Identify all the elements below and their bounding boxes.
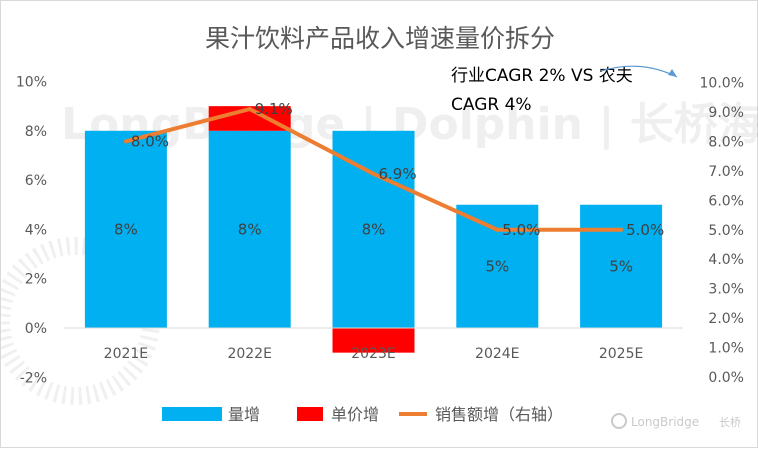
right-tick-label: 8.0% [708,134,744,150]
bar-value-label: 5% [609,257,633,275]
left-tick-label: -2% [20,370,47,386]
brand-logo: LongBridge 长桥 [611,413,741,429]
bar-value-label: 8% [114,220,138,238]
left-tick-label: 4% [25,222,47,238]
legend-label-price: 单价增 [331,405,379,424]
left-axis: -2% 0% 2% 4% 6% 8% 10% [16,75,47,387]
bar-volume [580,204,663,328]
sales-growth-point [495,227,500,232]
right-tick-label: 2.0% [708,311,744,327]
bar-value-label: 8% [362,220,386,238]
legend-label-volume: 量增 [228,405,260,424]
annotation: 行业CAGR 2% VS 农夫 CAGR 4% [451,65,678,115]
legend: 量增 单价增 销售额增（右轴） [162,405,563,424]
bar-value-label: 5% [485,257,509,275]
bar-volume [456,204,539,328]
line-value-label: 5.0% [626,221,664,239]
right-tick-label: 5.0% [708,223,744,239]
annotation-line-2: CAGR 4% [451,95,532,115]
brand-icon [611,413,627,429]
right-tick-label: 4.0% [708,252,744,268]
bar-volume [208,130,291,328]
bar-value-label: 8% [238,220,262,238]
left-tick-label: 8% [25,124,47,140]
brand-name: LongBridge [631,415,699,429]
x-tick-label: 2024E [475,346,519,362]
x-axis-labels: 2021E 2022E 2023E 2024E 2025E [104,346,644,362]
legend-swatch-price [297,407,323,421]
right-tick-label: 6.0% [708,193,744,209]
legend-swatch-volume [162,407,222,421]
chart-title: 果汁饮料产品收入增速量价拆分 [205,24,555,53]
sales-growth-point [619,227,624,232]
right-axis: 0.0% 1.0% 2.0% 3.0% 4.0% 5.0% 6.0% 7.0% 8.0% 9.0%… [700,76,744,387]
sales-growth-point [371,171,376,176]
bar-volume [332,130,415,328]
sales-growth-point [123,139,128,144]
right-tick-label: 0.0% [708,370,744,386]
line-value-label: 6.9% [379,165,417,183]
line-value-label: 8.0% [131,132,169,150]
sales-growth-point [247,107,252,112]
right-tick-label: 10.0% [700,76,744,92]
x-tick-label: 2021E [104,346,148,362]
data-labels: 8% 8% 8% 5% 5% 8.0% 9.1% 6.9% 5.0% 5.0% [114,100,664,275]
right-tick-label: 3.0% [708,282,744,298]
annotation-line-1: 行业CAGR 2% VS 农夫 [451,66,633,86]
bar-volume [84,130,167,328]
line-value-label: 5.0% [502,221,540,239]
right-tick-label: 1.0% [708,341,744,357]
x-tick-label: 2022E [227,346,271,362]
left-tick-label: 10% [16,75,47,91]
x-tick-label: 2023E [351,346,395,362]
legend-label-sales: 销售额增（右轴） [435,405,563,424]
right-tick-label: 9.0% [708,105,744,121]
annotation-arrow-head [668,69,677,77]
right-tick-label: 7.0% [708,164,744,180]
left-tick-label: 2% [25,272,47,288]
left-tick-label: 0% [25,321,47,337]
brand-suffix: 长桥 [719,416,741,429]
bars [84,106,663,353]
line-series [123,107,624,232]
left-tick-label: 6% [25,173,47,189]
x-tick-label: 2025E [599,346,643,362]
line-value-label: 9.1% [255,100,293,118]
bar-price [332,328,415,353]
